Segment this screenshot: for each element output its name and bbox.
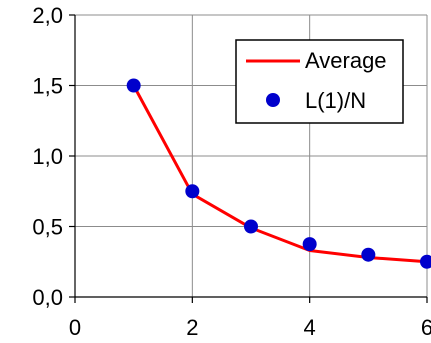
x-tick-label-0: 0	[69, 315, 81, 340]
y-tick-label-4: 2,0	[32, 3, 63, 28]
legend-box	[235, 39, 404, 124]
x-tick-label-3: 6	[421, 315, 431, 340]
axes	[69, 14, 428, 303]
plot-series	[126, 78, 431, 269]
y-tick-label-1: 0,5	[32, 215, 63, 240]
legend-swatch-l1n	[266, 93, 280, 107]
data-point-l1n-2	[244, 219, 258, 234]
data-point-l1n-4	[361, 247, 376, 262]
legend: Average L(1)/N	[235, 39, 404, 124]
legend-label-average: Average	[305, 48, 387, 73]
y-tick-label-2: 1,0	[32, 144, 63, 169]
x-tick-labels: 0 2 4 6	[69, 315, 431, 340]
data-point-l1n-3	[302, 237, 317, 252]
x-tick-label-1: 2	[186, 315, 198, 340]
series-line-average	[132, 84, 428, 264]
x-tick-label-2: 4	[304, 315, 316, 340]
data-point-l1n-0	[126, 78, 141, 93]
y-tick-label-3: 1,5	[32, 74, 63, 99]
legend-label-l1n: L(1)/N	[305, 88, 366, 113]
data-point-l1n-5	[420, 254, 431, 269]
data-point-l1n-1	[185, 184, 200, 199]
y-tick-label-0: 0,0	[32, 285, 63, 310]
y-tick-labels: 0,0 0,5 1,0 1,5 2,0	[32, 3, 63, 310]
